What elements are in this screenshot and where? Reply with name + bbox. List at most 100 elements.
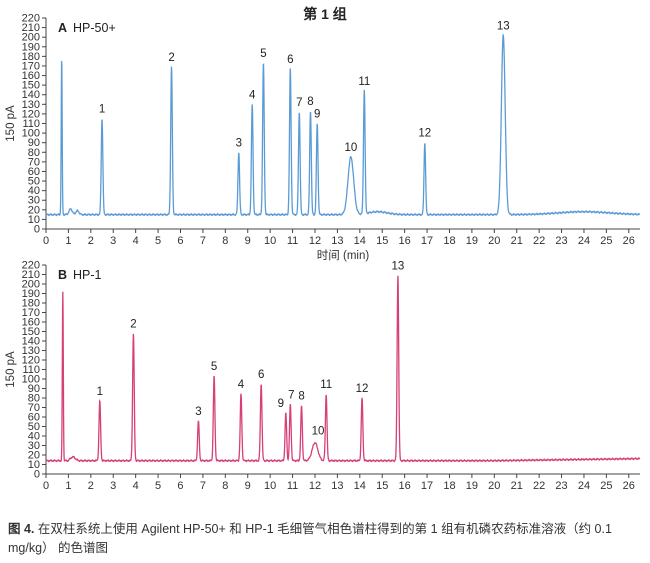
y-tick-label: 120 [22,108,40,120]
x-tick-label: 20 [488,235,500,247]
y-tick-label: 180 [22,51,40,63]
x-tick-label: 5 [155,480,161,492]
peak-label: 10 [344,142,357,154]
y-tick-label: 200 [22,32,40,44]
y-tick-label: 40 [28,431,40,443]
x-tick-label: 17 [421,235,433,247]
x-tick-label: 4 [133,235,139,247]
chromatogram-a: 0102030405060708090100110120130140150160… [5,13,641,262]
y-tick-label: 120 [22,355,40,367]
y-tick-label: 70 [28,156,40,168]
peak-label: 9 [314,109,320,121]
y-tick-label: 220 [22,13,40,25]
x-tick-label: 26 [623,235,635,247]
x-tick-label: 16 [399,235,411,247]
x-tick-label: 24 [578,480,590,492]
peak-label: 6 [258,369,264,381]
x-tick-label: 4 [133,480,139,492]
x-tick-label: 1 [65,235,71,247]
y-tick-label: 190 [22,288,40,300]
peak-label: 7 [288,390,294,402]
figure-caption: 图 4. 在双柱系统上使用 Agilent HP-50+ 和 HP-1 毛细管气… [8,520,644,558]
x-tick-label: 11 [287,235,298,247]
y-tick-label: 130 [22,99,40,111]
peak-label: 6 [287,54,293,66]
y-tick-label: 30 [28,195,40,207]
chromatogram-trace [45,275,641,463]
x-tick-label: 19 [466,480,478,492]
y-tick-label: 110 [22,118,40,130]
peak-label: 8 [298,391,304,403]
y-tick-label: 90 [28,137,40,149]
x-tick-label: 0 [43,235,49,247]
x-tick-label: 23 [555,235,567,247]
y-tick-label: 80 [28,147,40,159]
x-tick-label: 9 [245,235,251,247]
y-tick-label: 70 [28,402,40,414]
y-tick-label: 60 [28,166,40,178]
x-tick-label: 7 [200,235,206,247]
y-tick-label: 170 [22,60,40,72]
x-tick-label: 12 [309,235,321,247]
peak-label: 13 [497,20,510,32]
x-tick-label: 25 [600,235,612,247]
page-title: 第 1 组 [303,6,347,22]
y-tick-label: 160 [22,317,40,329]
x-tick-label: 17 [421,480,433,492]
peak-label: 5 [211,361,217,373]
x-tick-label: 12 [309,480,321,492]
panel-letter: A [58,21,67,35]
x-tick-label: 6 [177,235,183,247]
y-tick-label: 140 [22,336,40,348]
peak-label: 4 [238,379,245,391]
peak-label: 5 [260,48,266,60]
x-tick-label: 14 [354,480,366,492]
x-tick-label: 13 [331,235,343,247]
y-tick-label: 30 [28,440,40,452]
y-tick-label: 210 [22,22,40,34]
x-tick-label: 8 [222,480,228,492]
x-tick-label: 1 [65,480,71,492]
x-tick-label: 3 [110,235,116,247]
panel-title: B HP-1 [58,268,102,282]
y-tick-label: 90 [28,383,40,395]
y-tick-label: 100 [22,128,40,140]
x-tick-label: 8 [222,235,228,247]
peak-label: 11 [320,379,332,391]
x-tick-label: 22 [533,235,545,247]
peak-label: 7 [296,97,302,109]
y-tick-label: 20 [28,450,40,462]
y-tick-label: 170 [22,307,40,319]
x-tick-label: 26 [623,480,635,492]
x-tick-label: 3 [110,480,116,492]
y-tick-label: 200 [22,279,40,291]
y-tick-label: 210 [22,269,40,281]
x-tick-label: 20 [488,480,500,492]
peak-label: 12 [418,128,431,140]
x-tick-label: 13 [331,480,343,492]
y-tick-label: 40 [28,185,40,197]
y-tick-label: 160 [22,70,40,82]
peak-label: 10 [312,426,325,438]
peak-label: 2 [130,318,136,330]
x-tick-label: 15 [376,235,388,247]
y-tick-label: 180 [22,298,40,310]
y-axis-label: 150 pA [5,105,17,142]
y-tick-label: 20 [28,204,40,216]
x-tick-label: 5 [155,235,161,247]
x-tick-label: 15 [376,480,388,492]
panel-column-name: HP-1 [73,268,102,282]
x-tick-label: 23 [555,480,567,492]
y-tick-label: 0 [34,469,40,481]
figure-label: 图 4. [8,522,35,536]
y-tick-label: 10 [28,214,40,226]
panel-title: A HP-50+ [58,21,116,35]
y-tick-label: 80 [28,393,40,405]
peak-label: 12 [356,383,369,395]
y-tick-label: 110 [22,364,40,376]
x-tick-label: 6 [177,480,183,492]
x-tick-label: 0 [43,480,49,492]
y-tick-label: 130 [22,345,40,357]
peak-label: 3 [236,137,242,149]
x-tick-label: 19 [466,235,478,247]
